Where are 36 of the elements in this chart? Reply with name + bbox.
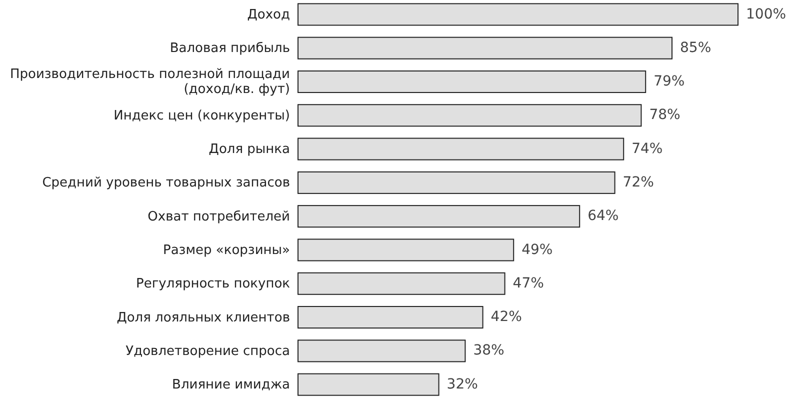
bar (298, 36, 672, 60)
data-label: 74% (632, 140, 663, 157)
data-label: 64% (588, 208, 619, 224)
y-tick-label: Средний уровень товарных запасов (42, 175, 290, 190)
y-tick-label: Влияние имиджа (172, 377, 290, 392)
y-tick-label: Охват потребителей (148, 208, 290, 224)
y-tick-label: Валовая прибыль (170, 40, 290, 56)
data-label: 100% (746, 6, 786, 22)
y-tick-label: Доля лояльных клиентов (116, 310, 290, 325)
bar (298, 104, 642, 127)
bar (298, 373, 440, 396)
data-label: 78% (649, 107, 680, 124)
bar (298, 138, 624, 160)
y-tick-label: Удовлетворение спроса (126, 343, 290, 358)
y-tick-label: Индекс цен (конкуренты) (114, 108, 290, 123)
bar (298, 340, 466, 362)
data-label: 72% (622, 174, 654, 191)
y-tick-label: Размер «корзины» (163, 242, 290, 258)
bar (298, 3, 738, 26)
bar (298, 205, 580, 228)
data-label: 85% (680, 40, 712, 56)
bar (298, 272, 506, 295)
data-label: 79% (654, 74, 685, 90)
data-label: 38% (473, 342, 504, 359)
data-label: 47% (512, 275, 544, 292)
data-label: 49% (522, 242, 553, 258)
data-label: 32% (446, 376, 478, 392)
y-tick-label: Доля рынка (208, 142, 290, 157)
bar (298, 171, 616, 194)
data-label: 42% (490, 309, 522, 326)
bar (298, 306, 484, 329)
y-tick-label: Доход (247, 6, 290, 22)
y-tick-label: Регулярность покупок (136, 276, 290, 292)
y-tick-label: Производительность полезной площади (доход/кв. фут) (10, 66, 290, 97)
bar (298, 70, 646, 94)
bar (298, 238, 514, 262)
